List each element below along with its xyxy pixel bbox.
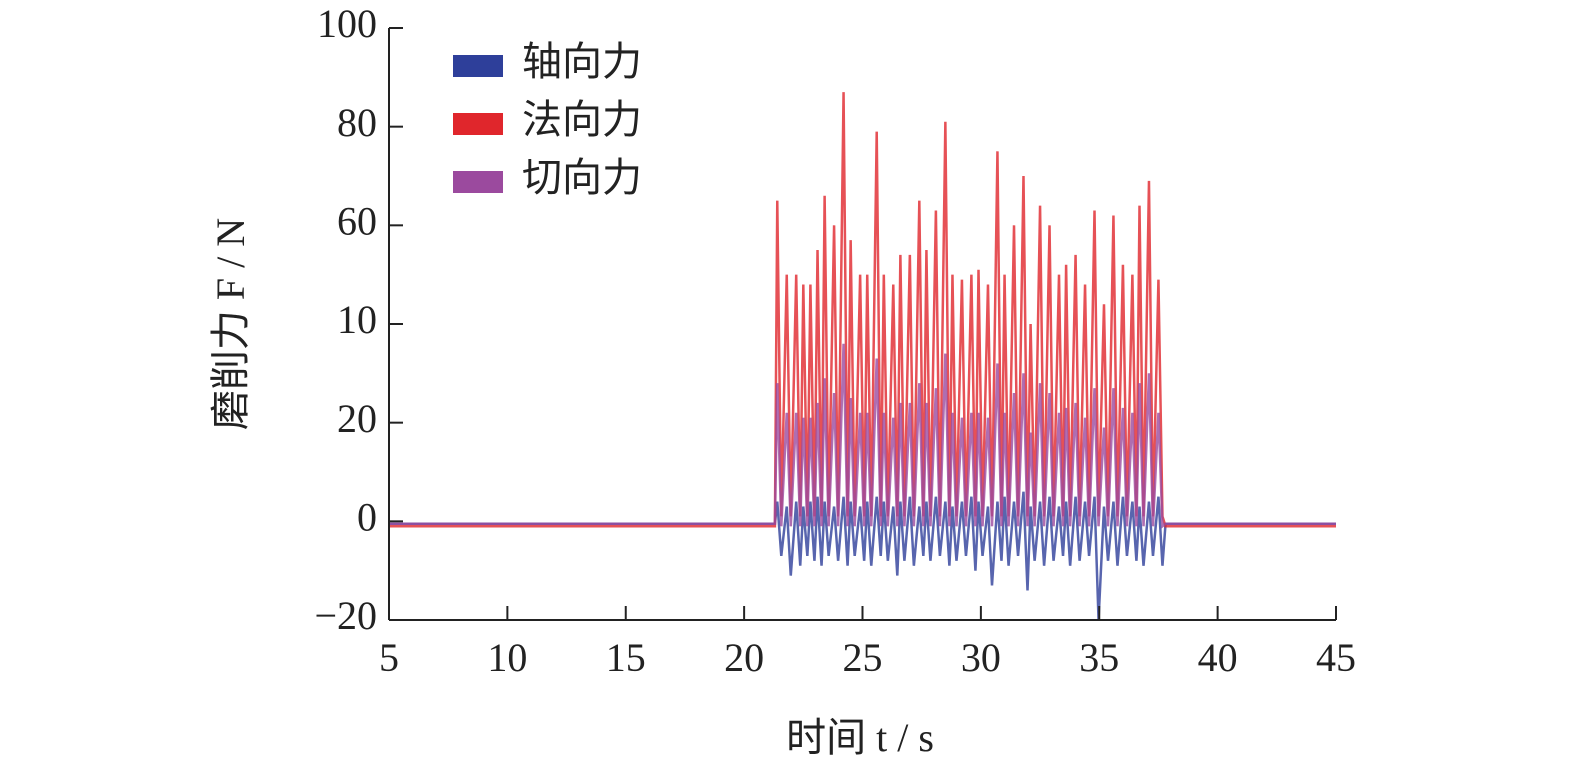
series-line — [389, 92, 1336, 528]
y-tick-label: 20 — [337, 396, 377, 441]
legend-label: 轴向力 — [522, 39, 642, 84]
x-tick-label: 30 — [961, 635, 1001, 680]
y-axis-label: 磨削力 F / N — [208, 218, 253, 430]
x-tick-label: 35 — [1079, 635, 1119, 680]
y-tick-label: 80 — [337, 100, 377, 145]
x-axis-label: 时间 t / s — [786, 715, 934, 760]
y-tick-label: 100 — [317, 1, 377, 46]
legend-swatch — [453, 55, 503, 77]
x-tick-label: 5 — [379, 635, 399, 680]
y-tick-label: 60 — [337, 199, 377, 244]
x-tick-label: 45 — [1316, 635, 1356, 680]
series-line — [389, 491, 1336, 621]
y-tick-label: −20 — [314, 593, 377, 638]
x-tick-label: 40 — [1198, 635, 1238, 680]
x-tick-label: 10 — [487, 635, 527, 680]
legend-label: 法向力 — [522, 97, 642, 142]
x-tick-label: 25 — [843, 635, 883, 680]
y-tick-label: 10 — [337, 297, 377, 342]
legend-label: 切向力 — [522, 155, 642, 200]
legend-swatch — [453, 113, 503, 135]
x-tick-label: 15 — [606, 635, 646, 680]
legend-swatch — [453, 171, 503, 193]
x-tick-label: 20 — [724, 635, 764, 680]
y-tick-label: 0 — [357, 495, 377, 540]
series-line — [389, 343, 1336, 529]
